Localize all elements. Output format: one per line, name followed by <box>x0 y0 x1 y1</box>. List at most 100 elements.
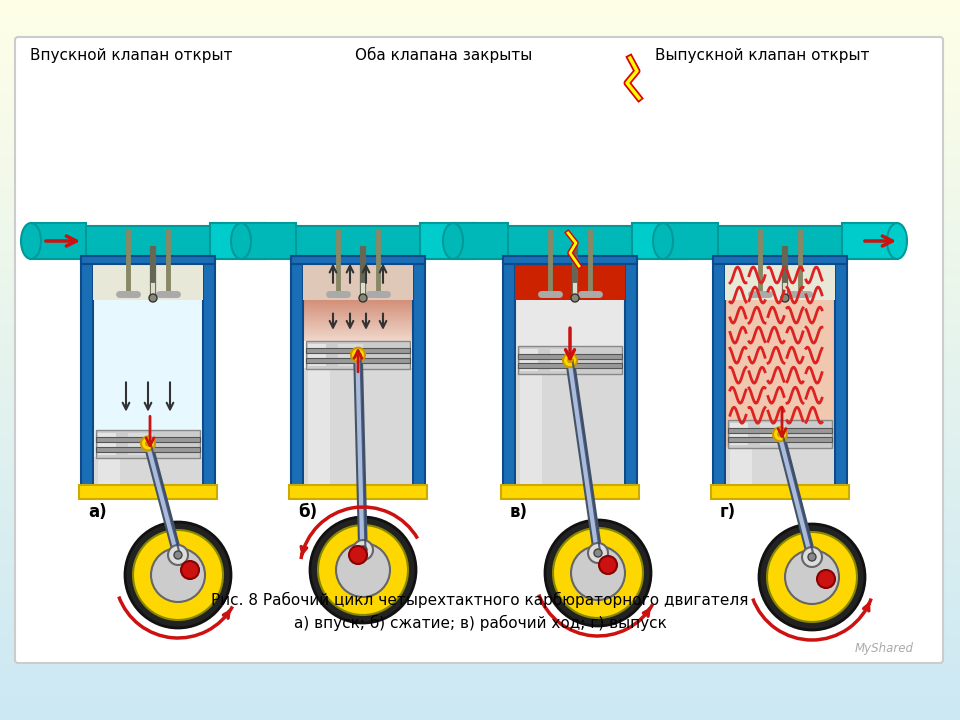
Bar <box>0 272 960 273</box>
Bar <box>0 353 960 354</box>
Bar <box>0 21 960 22</box>
Bar <box>0 392 960 393</box>
Bar <box>0 530 960 531</box>
Bar <box>0 111 960 112</box>
Bar <box>0 292 960 293</box>
Bar <box>0 508 960 509</box>
Bar <box>0 219 960 220</box>
Bar <box>0 309 960 310</box>
Bar <box>0 391 960 392</box>
Bar <box>0 35 960 36</box>
Bar <box>0 66 960 67</box>
Bar <box>0 358 960 359</box>
Bar <box>0 516 960 517</box>
Text: Оба клапана закрыты: Оба клапана закрыты <box>355 47 532 63</box>
Bar <box>0 623 960 624</box>
Bar <box>96 446 200 451</box>
Bar <box>0 614 960 615</box>
Bar <box>0 529 960 530</box>
Bar <box>0 176 960 177</box>
Bar <box>0 653 960 654</box>
Bar <box>0 95 960 96</box>
Circle shape <box>767 532 857 622</box>
Text: а) впуск; б) сжатие; в) рабочий ход; г) выпуск: а) впуск; б) сжатие; в) рабочий ход; г) … <box>294 615 666 631</box>
Bar <box>0 92 960 93</box>
Bar <box>0 515 960 516</box>
Bar <box>0 263 960 264</box>
Bar <box>0 174 960 175</box>
Bar <box>0 404 960 405</box>
Bar <box>0 1 960 2</box>
Bar <box>0 56 960 57</box>
Bar <box>0 90 960 91</box>
Bar <box>0 498 960 499</box>
Bar <box>0 425 960 426</box>
Bar <box>0 660 960 661</box>
Bar <box>0 226 960 227</box>
Bar <box>0 713 960 714</box>
Bar <box>0 522 960 523</box>
Bar <box>0 412 960 413</box>
Circle shape <box>151 548 205 602</box>
Circle shape <box>817 570 835 588</box>
Bar <box>0 583 960 584</box>
Bar <box>0 330 960 331</box>
Bar <box>0 296 960 297</box>
Bar <box>0 639 960 640</box>
Bar <box>0 561 960 562</box>
Bar <box>0 397 960 398</box>
Bar <box>0 580 960 581</box>
Bar <box>0 27 960 28</box>
Bar <box>0 426 960 427</box>
Bar <box>0 308 960 309</box>
Bar <box>0 634 960 635</box>
Bar <box>0 694 960 695</box>
Bar <box>0 45 960 46</box>
Circle shape <box>571 546 625 600</box>
Bar <box>303 314 413 316</box>
Bar <box>0 58 960 59</box>
Bar <box>0 502 960 503</box>
Bar <box>0 587 960 588</box>
Bar <box>0 310 960 311</box>
Bar <box>0 222 960 223</box>
Bar <box>293 226 423 256</box>
Bar <box>0 687 960 688</box>
Bar <box>0 239 960 240</box>
Bar <box>0 399 960 400</box>
Bar <box>98 456 120 484</box>
Bar <box>0 613 960 614</box>
Bar <box>303 316 413 318</box>
Bar <box>81 256 215 264</box>
Bar <box>0 673 960 674</box>
Bar <box>0 299 960 300</box>
Bar <box>304 368 412 484</box>
Bar <box>0 621 960 622</box>
Bar <box>0 712 960 713</box>
Bar <box>0 10 960 11</box>
Bar <box>713 255 725 490</box>
Bar <box>0 380 960 381</box>
Bar <box>0 428 960 429</box>
Bar <box>0 173 960 174</box>
Circle shape <box>563 354 577 367</box>
Bar <box>0 124 960 125</box>
Bar <box>0 339 960 340</box>
Bar <box>0 512 960 513</box>
Bar <box>0 91 960 92</box>
Bar <box>0 598 960 599</box>
Bar <box>0 632 960 633</box>
Circle shape <box>349 546 367 564</box>
Bar <box>0 683 960 684</box>
Bar <box>0 531 960 532</box>
Bar <box>0 214 960 215</box>
Bar <box>0 406 960 407</box>
Bar <box>0 260 960 261</box>
Bar <box>303 310 413 312</box>
Bar <box>0 558 960 559</box>
Bar <box>0 12 960 13</box>
Bar <box>0 566 960 567</box>
Bar <box>0 117 960 118</box>
Bar <box>0 668 960 669</box>
Bar <box>0 348 960 349</box>
